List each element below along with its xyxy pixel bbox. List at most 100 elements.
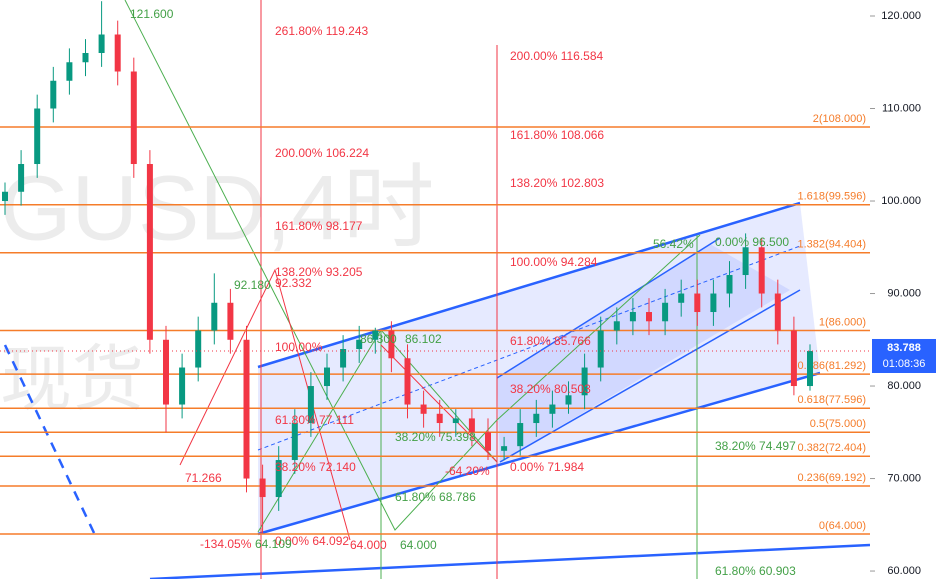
fib-annotation: 161.80% 108.066 [510, 128, 604, 142]
candle-body [324, 367, 330, 387]
y-tick-label: 80.000 [887, 380, 921, 392]
projection-line [179, 268, 351, 541]
candle-body [114, 34, 121, 72]
candle-body [388, 330, 395, 359]
candle-body [275, 460, 282, 498]
channel-line [499, 289, 801, 463]
candle-body [501, 446, 508, 451]
candle-body [340, 349, 347, 368]
fib-annotation: 61.80% 68.786 [395, 490, 476, 504]
candle-body [82, 53, 89, 63]
price-tag-value: 83.788 [887, 342, 921, 354]
fib-annotation: 161.80% 98.177 [275, 219, 363, 233]
projection-line [124, 0, 701, 531]
candle-body [452, 418, 459, 424]
candle-body [597, 330, 604, 368]
fib-annotation: 0.00% 64.092 [275, 534, 349, 548]
candle-body [678, 293, 685, 303]
fib-label: 1.618(99.596) [798, 191, 867, 203]
candle-body [34, 108, 41, 165]
candle-body [517, 423, 524, 447]
candle-body [710, 293, 717, 313]
fib-label: 0.236(69.192) [798, 472, 867, 484]
candle-body [404, 358, 411, 405]
fib-annotation: 38.20% 80.503 [510, 382, 591, 396]
fib-annotation: 0.00% 96.500 [715, 235, 789, 249]
candle-body [50, 80, 57, 109]
candle-body [726, 275, 733, 294]
candle-body [758, 247, 765, 294]
fib-annotation: 200.00% 116.584 [510, 49, 604, 63]
fib-annotation: -134.05% [200, 537, 252, 551]
fib-annotation: 64.000 [400, 538, 437, 552]
candle-body [243, 339, 250, 479]
candle-body [66, 62, 73, 81]
candle-body [98, 34, 105, 54]
candle-body [613, 321, 620, 331]
candle-body [259, 478, 266, 498]
candle-body [549, 404, 556, 414]
trend-line [149, 543, 871, 579]
y-tick-label: 70.000 [887, 472, 921, 484]
y-tick-label: 120.000 [881, 10, 921, 22]
fib-annotation: 0.00% 71.984 [510, 460, 584, 474]
candle-body [227, 302, 234, 340]
candle-body [2, 191, 8, 202]
fib-annotation: 64.109 [255, 537, 292, 551]
candle-body [420, 404, 427, 414]
channel-line [496, 237, 721, 379]
fib-annotation: 86.102 [405, 332, 442, 346]
candle-body [468, 418, 475, 433]
candle-body [356, 339, 363, 350]
fib-annotation: 61.80% 77.111 [275, 413, 354, 427]
candle-body [163, 339, 169, 405]
fib-annotation: 56.42% [653, 237, 694, 251]
candle-body [629, 312, 636, 322]
fib-annotation: -64.20% [445, 464, 490, 478]
candle-body [146, 164, 153, 340]
fib-annotation: 38.20% 75.398 [395, 430, 476, 444]
price-tag [872, 338, 936, 373]
fib-label: 1(86.000) [819, 316, 866, 328]
y-tick-label: 100.000 [881, 195, 921, 207]
fib-annotation: 92.180 [234, 278, 271, 292]
candle-body [646, 312, 652, 322]
fib-annotation: 92.332 [275, 276, 312, 290]
fib-annotation: 61.80% 60.903 [715, 564, 796, 578]
fib-label: 0(64.000) [819, 520, 866, 532]
y-tick-label: 110.000 [882, 102, 921, 114]
price-axis [870, 0, 936, 579]
candle-body [565, 395, 572, 405]
fib-annotation: 61.80% 85.766 [510, 334, 591, 348]
candle-body [774, 293, 781, 331]
watermark: GUSD,4时 [0, 157, 435, 259]
fib-label: 2(108.000) [813, 113, 866, 125]
fib-annotation: 100.00% [275, 340, 323, 354]
countdown: 01:08:36 [883, 358, 926, 370]
fib-label: 0.382(72.404) [798, 442, 867, 454]
fib-annotation: 38.20% 74.497 [715, 439, 796, 453]
fib-annotation: 138.20% 93.205 [275, 265, 363, 279]
channel [258, 203, 820, 534]
candle-body [533, 413, 540, 424]
channel-line [257, 371, 821, 536]
fib-annotation: 200.00% 106.224 [275, 146, 369, 160]
candle-body [436, 413, 443, 424]
channel-line [257, 201, 801, 369]
fib-annotation: 138.20% 102.803 [510, 176, 604, 190]
fib-annotation: 121.600 [130, 7, 174, 21]
fib-label: 0.786(81.292) [798, 360, 867, 372]
candle-body [694, 293, 701, 313]
candle-body [581, 367, 588, 396]
inner-channel [497, 244, 790, 462]
fib-annotation: 38.20% 72.140 [275, 460, 356, 474]
candle-body [742, 247, 749, 276]
candle-body [790, 330, 797, 387]
fib-annotation: 86.300 [360, 332, 397, 346]
candle-body [291, 423, 298, 461]
y-tick-label: 60.000 [887, 565, 921, 577]
fib-annotation: 100.00% 94.284 [510, 255, 598, 269]
y-tick-label: 90.000 [887, 287, 921, 299]
